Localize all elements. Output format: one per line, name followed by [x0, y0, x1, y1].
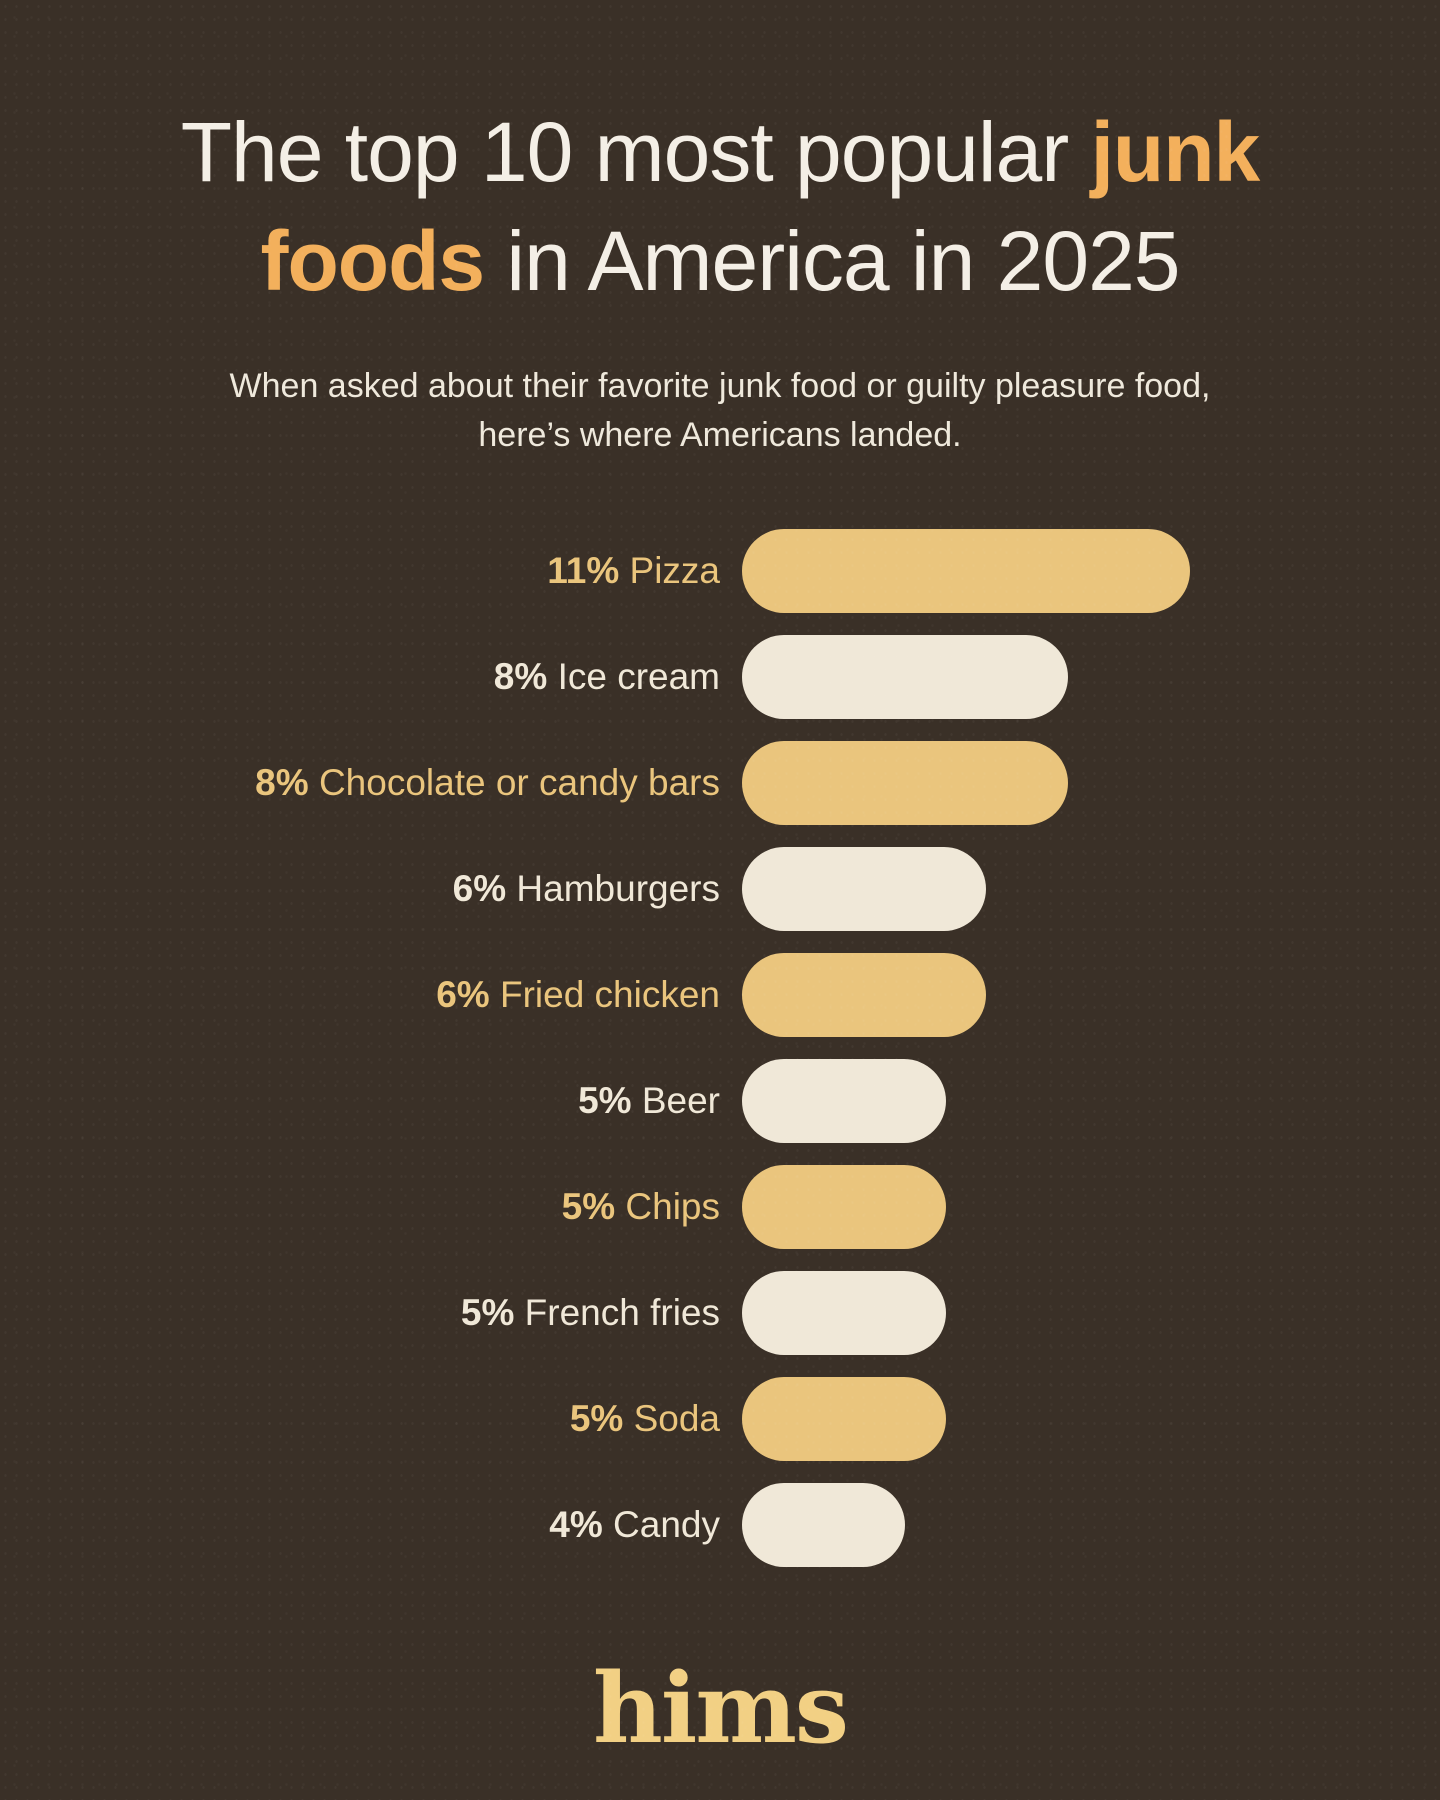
- subtitle-line1: When asked about their favorite junk foo…: [229, 367, 1211, 406]
- bar-french-fries: [742, 1270, 946, 1355]
- bar-percent-value: 5%: [569, 1397, 624, 1439]
- chart-row: 5% Chips: [0, 1164, 1440, 1249]
- bar-beer: [742, 1058, 946, 1143]
- bar-percent-value: 8%: [493, 655, 548, 697]
- bar-pizza: [742, 528, 1190, 613]
- bar-category-name: Chocolate or candy bars: [318, 761, 720, 803]
- bar-label: 11% Pizza: [0, 550, 720, 592]
- bar-category-name: Chips: [625, 1185, 720, 1227]
- bar-hamburgers: [742, 846, 986, 931]
- bar-chocolate-or-candy-bars: [742, 740, 1068, 825]
- bar-label: 4% Candy: [0, 1504, 720, 1546]
- title-line2: foods in America in 2025: [260, 214, 1180, 309]
- title-accent-junk: junk: [1090, 105, 1261, 199]
- bar-category-name: Ice cream: [557, 655, 720, 697]
- bar-category-name: Pizza: [629, 549, 720, 591]
- bar-chart: 11% Pizza 8% Ice cream 8% Chocolate or c…: [0, 528, 1440, 1567]
- bar-category-name: Candy: [613, 1503, 720, 1545]
- chart-row: 11% Pizza: [0, 528, 1440, 613]
- subtitle: When asked about their favorite junk foo…: [40, 362, 1400, 459]
- bar-category-name: Beer: [641, 1079, 720, 1121]
- bar-percent-value: 6%: [452, 867, 507, 909]
- bar-category-name: Hamburgers: [516, 867, 720, 909]
- bar-ice-cream: [742, 634, 1068, 719]
- bar-label: 6% Fried chicken: [0, 974, 720, 1016]
- chart-row: 6% Fried chicken: [0, 952, 1440, 1037]
- title-line1: The top 10 most popular junk: [180, 105, 1261, 199]
- bar-label: 5% Beer: [0, 1080, 720, 1122]
- bar-percent-value: 11%: [547, 549, 620, 591]
- title-accent-foods: foods: [260, 214, 485, 309]
- chart-row: 5% Beer: [0, 1058, 1440, 1143]
- bar-soda: [742, 1376, 946, 1461]
- title-text-regular-2: in America in 2025: [484, 214, 1180, 309]
- bar-label: 8% Chocolate or candy bars: [0, 762, 720, 804]
- bar-category-name: French fries: [524, 1291, 720, 1333]
- chart-row: 8% Chocolate or candy bars: [0, 740, 1440, 825]
- bar-candy: [742, 1482, 905, 1567]
- bar-percent-value: 5%: [460, 1291, 515, 1333]
- bar-percent-value: 5%: [578, 1079, 632, 1121]
- bar-label: 5% Chips: [0, 1186, 720, 1228]
- chart-row: 5% Soda: [0, 1376, 1440, 1461]
- bar-percent-value: 6%: [436, 973, 490, 1015]
- footer: hims: [0, 1652, 1440, 1765]
- chart-row: 6% Hamburgers: [0, 846, 1440, 931]
- bar-fried-chicken: [742, 952, 986, 1037]
- bar-percent-value: 8%: [255, 761, 309, 803]
- bar-category-name: Soda: [633, 1397, 720, 1439]
- bar-chips: [742, 1164, 946, 1249]
- bar-percent-value: 5%: [561, 1185, 616, 1227]
- bar-label: 5% French fries: [0, 1292, 720, 1334]
- bar-label: 8% Ice cream: [0, 656, 720, 698]
- chart-row: 4% Candy: [0, 1482, 1440, 1567]
- bar-category-name: Fried chicken: [499, 973, 720, 1015]
- hims-logo: hims: [593, 1652, 849, 1765]
- chart-row: 8% Ice cream: [0, 634, 1440, 719]
- bar-label: 5% Soda: [0, 1398, 720, 1440]
- subtitle-line2: here’s where Americans landed.: [478, 415, 962, 454]
- bar-label: 6% Hamburgers: [0, 868, 720, 910]
- page-title: The top 10 most popular junk foods in Am…: [40, 98, 1400, 316]
- bar-percent-value: 4%: [549, 1503, 603, 1545]
- chart-row: 5% French fries: [0, 1270, 1440, 1355]
- title-text-regular-1: The top 10 most popular: [180, 105, 1091, 199]
